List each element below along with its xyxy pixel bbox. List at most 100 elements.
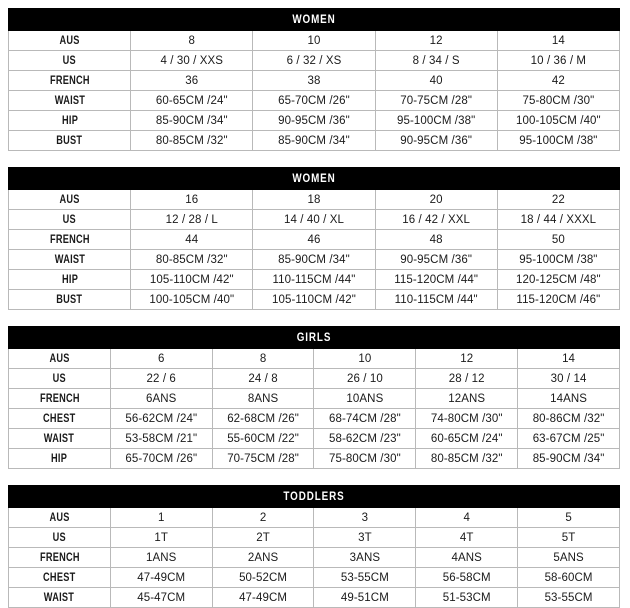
row-label-text: WAIST <box>54 253 85 266</box>
row-label-waist: WAIST <box>7 90 132 111</box>
table-cell: 6 <box>109 348 213 369</box>
table-cell: 4ANS <box>415 547 519 568</box>
table-cell: 14ANS <box>517 388 620 409</box>
row-label-waist: WAIST <box>8 428 111 449</box>
table-cell: 10 <box>252 30 376 51</box>
table-cell: 60-65CM /24" <box>130 90 254 111</box>
row-label-french: FRENCH <box>8 547 111 568</box>
row-label-text: WAIST <box>44 432 75 445</box>
table-cell: 51-53CM <box>415 587 519 608</box>
row-label-text: WAIST <box>44 591 75 604</box>
table-cell: 8 / 34 / S <box>374 50 498 71</box>
table-title: WOMEN <box>292 12 336 26</box>
table-cell: 16 <box>130 189 254 210</box>
table-cell: 10 <box>313 348 417 369</box>
table-cell: 70-75CM /28" <box>211 448 315 469</box>
table-cell: 8 <box>211 348 315 369</box>
table-row: WAIST 53-58CM /21" 55-60CM /22" 58-62CM /23… <box>8 428 620 449</box>
table-cell: 50 <box>496 229 621 250</box>
table-header-cell: GIRLS <box>8 326 620 349</box>
table-cell: 80-85CM /32" <box>130 130 254 151</box>
size-table-women-0: WOMEN AUS 8 10 12 14 US 4 / 30 / XXS 6 / 32 / XS… <box>7 8 621 151</box>
row-label-us: US <box>7 50 132 71</box>
table-cell: 65-70CM /26" <box>109 448 213 469</box>
table-cell: 8 <box>130 30 254 51</box>
row-label-us: US <box>8 527 111 548</box>
table-title: TODDLERS <box>283 489 345 503</box>
table-cell: 75-80CM /30" <box>496 90 621 111</box>
table-cell: 105-110CM /42" <box>130 269 254 290</box>
table-cell: 24 / 8 <box>211 368 315 389</box>
table-cell: 20 <box>374 189 498 210</box>
table-row: WAIST 60-65CM /24" 65-70CM /26" 70-75CM /28… <box>7 90 621 111</box>
table-cell: 46 <box>252 229 376 250</box>
table-cell: 6ANS <box>109 388 213 409</box>
table-cell: 12 <box>374 30 498 51</box>
table-cell: 12 / 28 / L <box>130 209 254 230</box>
table-cell: 70-75CM /28" <box>374 90 498 111</box>
row-label-french: FRENCH <box>7 70 132 91</box>
table-row: US 12 / 28 / L 14 / 40 / XL 16 / 42 / XXL 18… <box>7 209 621 230</box>
table-cell: 90-95CM /36" <box>252 110 376 131</box>
size-table-women-1: WOMEN AUS 16 18 20 22 US 12 / 28 / L 14 / 40 / X… <box>7 167 621 310</box>
table-cell: 3T <box>313 527 417 548</box>
table-cell: 95-100CM /38" <box>374 110 498 131</box>
table-cell: 80-86CM /32" <box>517 408 620 429</box>
table-cell: 49-51CM <box>313 587 417 608</box>
table-cell: 85-90CM /34" <box>252 130 376 151</box>
table-row: HIP 105-110CM /42" 110-115CM /44" 115-120CM… <box>7 269 621 290</box>
table-cell: 120-125CM /48" <box>496 269 621 290</box>
table-cell: 110-115CM /44" <box>374 289 498 310</box>
row-label-hip: HIP <box>7 110 132 131</box>
table-row: FRENCH 6ANS 8ANS 10ANS 12ANS 14ANS <box>8 388 620 409</box>
table-row: US 4 / 30 / XXS 6 / 32 / XS 8 / 34 / S 10 / … <box>7 50 621 71</box>
table-cell: 58-60CM <box>517 567 620 588</box>
table-cell: 22 / 6 <box>109 368 213 389</box>
table-cell: 26 / 10 <box>313 368 417 389</box>
table-cell: 18 <box>252 189 376 210</box>
table-cell: 12ANS <box>415 388 519 409</box>
table-cell: 60-65CM /24" <box>415 428 519 449</box>
row-label-bust: BUST <box>7 130 132 151</box>
row-label-text: US <box>52 531 67 544</box>
table-row: FRENCH 1ANS 2ANS 3ANS 4ANS 5ANS <box>8 547 620 568</box>
table-cell: 68-74CM /28" <box>313 408 417 429</box>
table-cell: 14 <box>517 348 620 369</box>
table-cell: 1ANS <box>109 547 213 568</box>
table-cell: 4 / 30 / XXS <box>130 50 254 71</box>
size-chart-page: WOMEN AUS 8 10 12 14 US 4 / 30 / XXS 6 / 32 / XS… <box>7 8 621 608</box>
table-cell: 74-80CM /30" <box>415 408 519 429</box>
table-header-cell: TODDLERS <box>8 485 620 508</box>
row-label-text: CHEST <box>43 412 76 425</box>
table-cell: 65-70CM /26" <box>252 90 376 111</box>
row-label-text: FRENCH <box>39 392 80 405</box>
table-cell: 2T <box>211 527 315 548</box>
table-row: FRENCH 36 38 40 42 <box>7 70 621 91</box>
table-cell: 18 / 44 / XXXL <box>496 209 621 230</box>
table-row: BUST 80-85CM /32" 85-90CM /34" 90-95CM /36"… <box>7 130 621 151</box>
table-header-row: WOMEN <box>8 8 620 31</box>
table-cell: 105-110CM /42" <box>252 289 376 310</box>
table-cell: 95-100CM /38" <box>496 130 621 151</box>
table-cell: 47-49CM <box>211 587 315 608</box>
row-label-text: HIP <box>61 273 78 286</box>
table-cell: 4 <box>415 507 519 528</box>
table-cell: 14 <box>496 30 621 51</box>
table-cell: 4T <box>415 527 519 548</box>
table-row: US 1T 2T 3T 4T 5T <box>8 527 620 548</box>
table-cell: 30 / 14 <box>517 368 620 389</box>
row-label-text: AUS <box>59 193 80 206</box>
row-label-chest: CHEST <box>8 567 111 588</box>
table-cell: 5 <box>517 507 620 528</box>
table-cell: 56-62CM /24" <box>109 408 213 429</box>
table-cell: 6 / 32 / XS <box>252 50 376 71</box>
table-row: HIP 85-90CM /34" 90-95CM /36" 95-100CM /38"… <box>7 110 621 131</box>
row-label-text: HIP <box>61 114 78 127</box>
table-cell: 5ANS <box>517 547 620 568</box>
row-label-hip: HIP <box>8 448 111 469</box>
table-cell: 16 / 42 / XXL <box>374 209 498 230</box>
table-cell: 75-80CM /30" <box>313 448 417 469</box>
table-cell: 63-67CM /25" <box>517 428 620 449</box>
table-header-row: TODDLERS <box>8 485 620 508</box>
table-row: HIP 65-70CM /26" 70-75CM /28" 75-80CM /30" 8… <box>8 448 620 469</box>
